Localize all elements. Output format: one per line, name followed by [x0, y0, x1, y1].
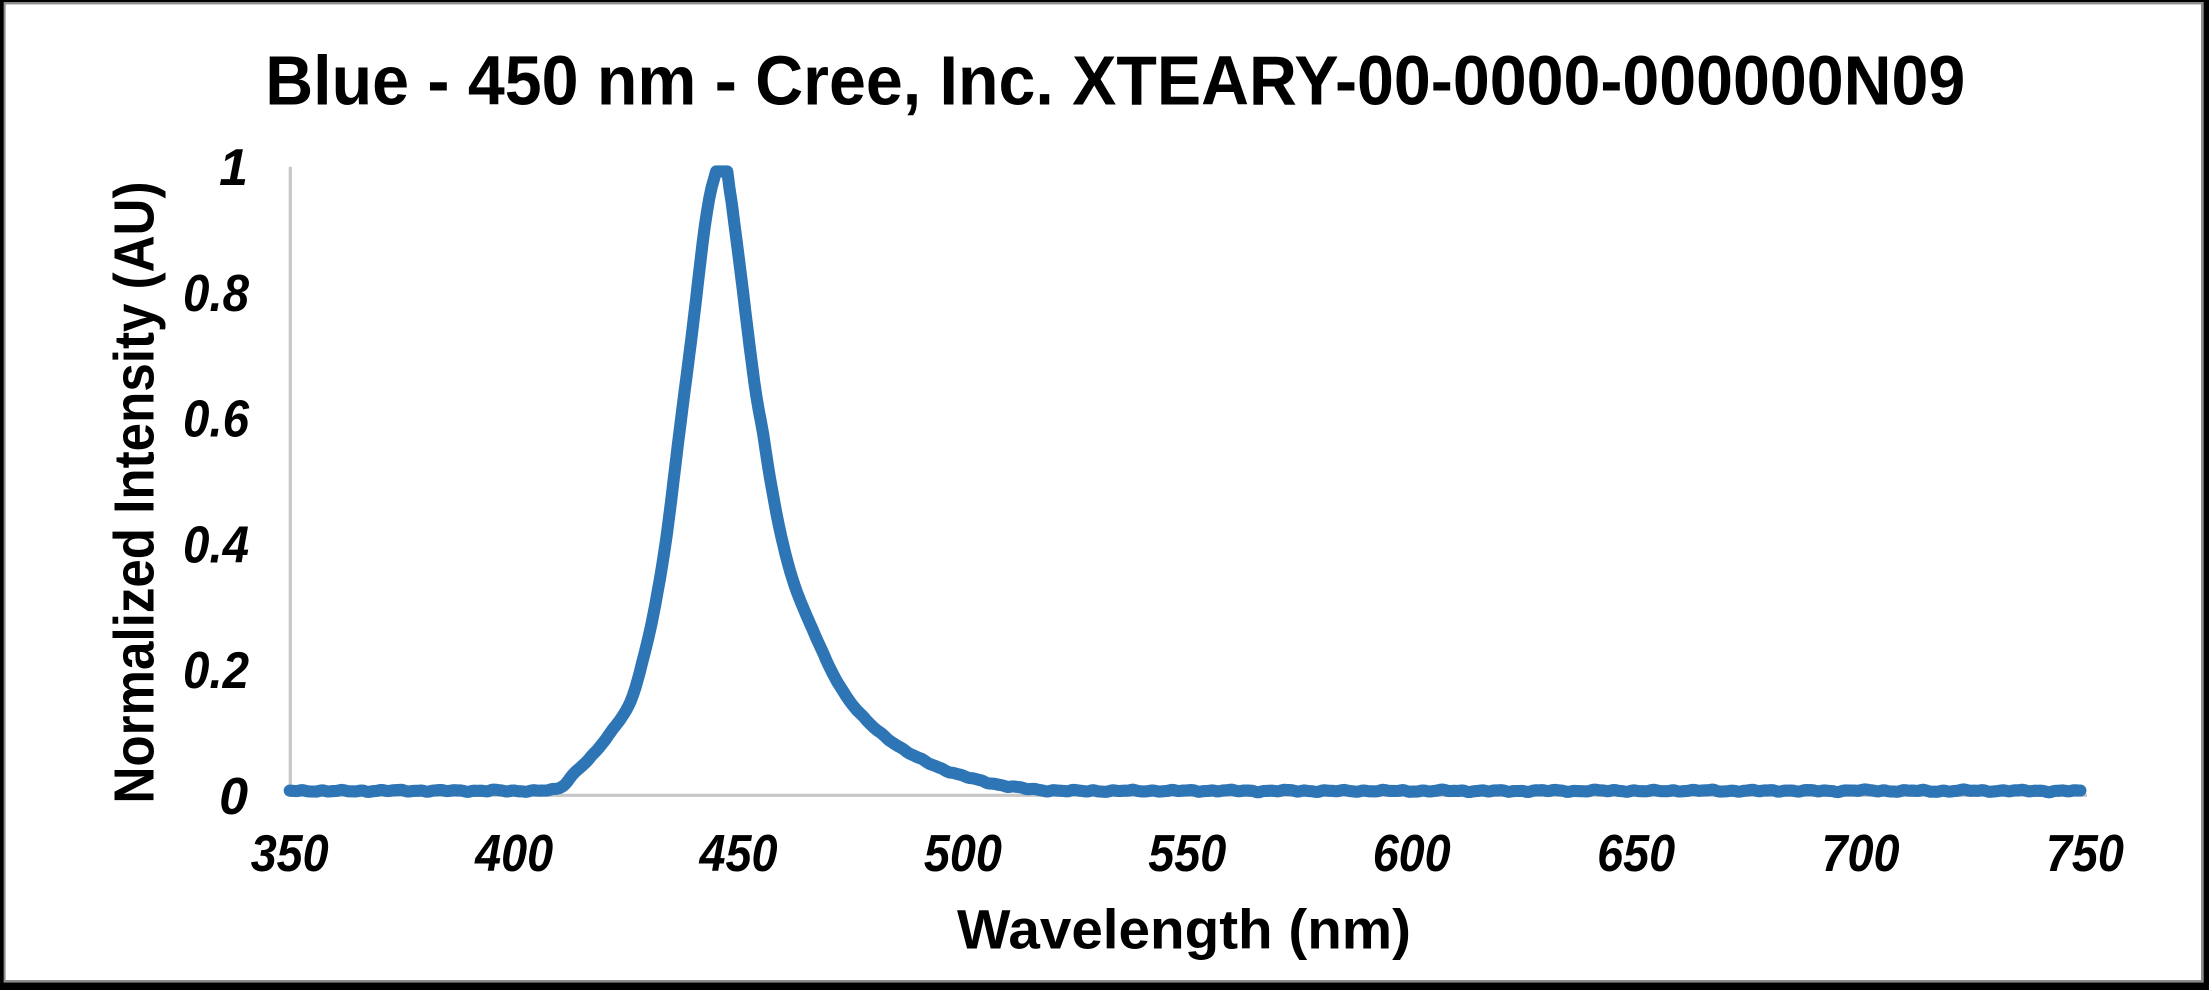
svg-text:650: 650	[1597, 825, 1675, 883]
svg-text:Blue - 450 nm - Cree, Inc. XTE: Blue - 450 nm - Cree, Inc. XTEARY-00-000…	[265, 41, 1965, 119]
svg-text:0.6: 0.6	[183, 391, 250, 449]
svg-text:550: 550	[1148, 825, 1226, 883]
svg-text:1: 1	[219, 139, 248, 197]
svg-text:600: 600	[1373, 825, 1451, 883]
svg-text:0.2: 0.2	[183, 642, 249, 700]
svg-text:Wavelength (nm): Wavelength (nm)	[957, 897, 1411, 960]
svg-text:0.4: 0.4	[183, 516, 249, 574]
svg-text:400: 400	[474, 825, 553, 883]
svg-text:700: 700	[1822, 825, 1900, 883]
svg-text:500: 500	[924, 825, 1002, 883]
svg-text:450: 450	[699, 825, 778, 883]
svg-text:350: 350	[251, 825, 329, 883]
svg-text:0.8: 0.8	[183, 265, 249, 323]
svg-text:Normalized Intensity (AU): Normalized Intensity (AU)	[103, 182, 167, 804]
svg-text:750: 750	[2046, 825, 2124, 883]
svg-text:0: 0	[219, 768, 248, 826]
